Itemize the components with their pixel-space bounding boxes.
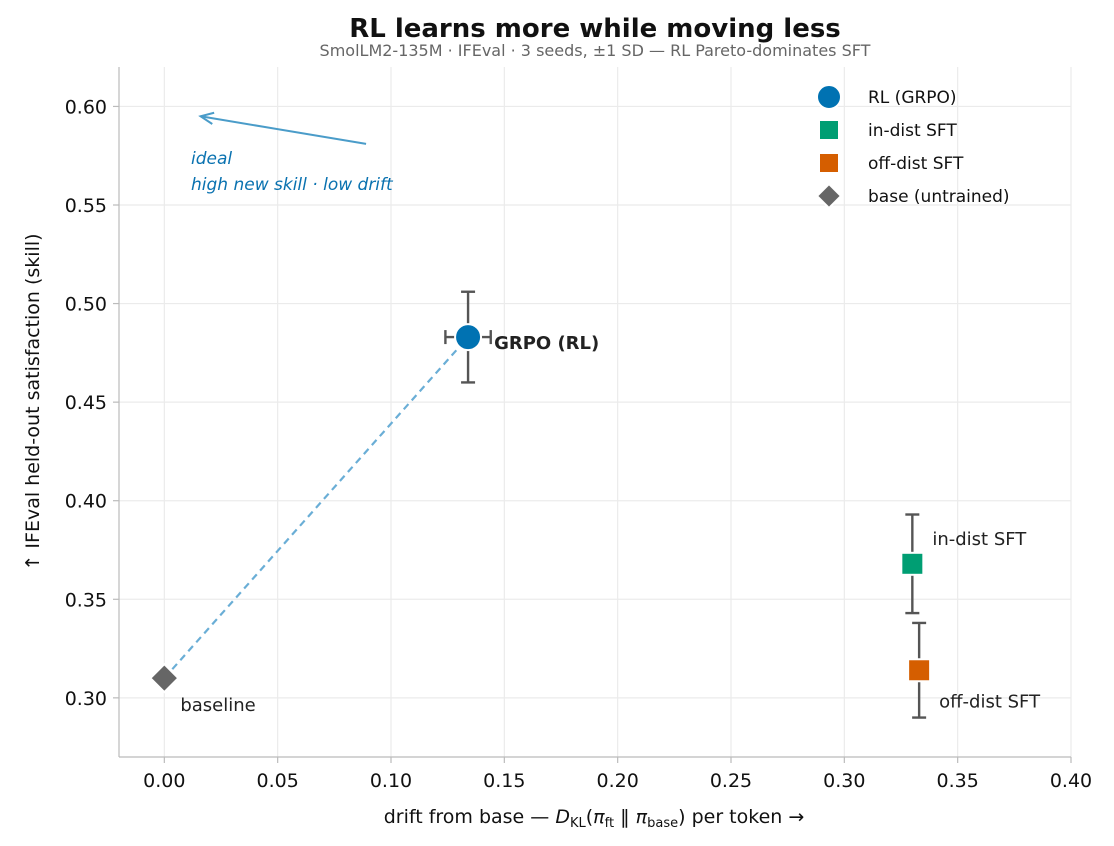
legend-marker [818, 119, 840, 141]
grid-lines [119, 67, 1072, 757]
x-tick-label: 0.35 [937, 770, 979, 792]
x-tick-label: 0.30 [823, 770, 865, 792]
chart-subtitle: SmolLM2-135M · IFEval · 3 seeds, ±1 SD —… [320, 41, 871, 60]
baseline-label: baseline [180, 695, 255, 716]
legend-label: in-dist SFT [868, 121, 957, 141]
legend-entry: in-dist SFT [818, 119, 957, 141]
y-tick-label: 0.60 [65, 96, 107, 118]
x-tick-label: 0.10 [370, 770, 412, 792]
x-tick-label: 0.20 [597, 770, 639, 792]
legend-label: off-dist SFT [868, 154, 964, 174]
y-tick-label: 0.40 [65, 491, 107, 513]
y-axis-label: ↑ IFEval held-out satisfaction (skill) [22, 233, 44, 570]
tick-labels: 0.00 0.05 0.10 0.15 0.20 0.25 0.30 0.35 0.40 0.30… [65, 96, 1092, 792]
baseline-point [148, 662, 180, 694]
ideal-sublabel: high new skill · low drift [191, 175, 394, 195]
ideal-label: ideal [191, 149, 232, 169]
off-dist-sft-label: off-dist SFT [939, 691, 1041, 712]
y-tick-label: 0.50 [65, 294, 107, 316]
legend-entry: off-dist SFT [818, 152, 964, 174]
legend-marker [818, 152, 840, 174]
error-bars [444, 290, 927, 719]
in-dist-sft-point [900, 551, 925, 576]
annotations: GRPO (RL) in-dist SFT off-dist SFT baseline… [180, 111, 1041, 716]
x-tick-label: 0.40 [1050, 770, 1092, 792]
x-tick-label: 0.00 [143, 770, 185, 792]
x-tick-label: 0.05 [257, 770, 299, 792]
legend: RL (GRPO) in-dist SFT off-dist SFT base (un… [815, 84, 1010, 210]
y-tick-label: 0.55 [65, 195, 107, 217]
legend-marker [815, 182, 843, 210]
legend-label: base (untrained) [868, 187, 1010, 207]
axes [113, 67, 1072, 763]
grpo-point [454, 323, 483, 352]
in-dist-sft-label: in-dist SFT [932, 529, 1027, 550]
off-dist-sft-point [907, 658, 932, 683]
data-points [148, 323, 932, 694]
x-tick-label: 0.15 [483, 770, 525, 792]
legend-entry: base (untrained) [815, 182, 1010, 210]
y-tick-label: 0.35 [65, 589, 107, 611]
x-axis-label: drift from base — DKL(πft ‖ πbase) per t… [384, 806, 805, 831]
base-to-rl-connector [163, 336, 469, 679]
connector-layer [163, 336, 469, 679]
legend-marker [816, 84, 842, 110]
ideal-arrow-head [198, 111, 215, 125]
chart-title: RL learns more while moving less [349, 14, 841, 44]
legend-entry: RL (GRPO) [816, 84, 957, 110]
legend-label: RL (GRPO) [868, 88, 957, 108]
y-tick-label: 0.45 [65, 392, 107, 414]
grpo-label: GRPO (RL) [494, 333, 599, 354]
x-tick-label: 0.25 [710, 770, 752, 792]
ideal-arrow-shaft [200, 115, 367, 145]
y-tick-label: 0.30 [65, 688, 107, 710]
